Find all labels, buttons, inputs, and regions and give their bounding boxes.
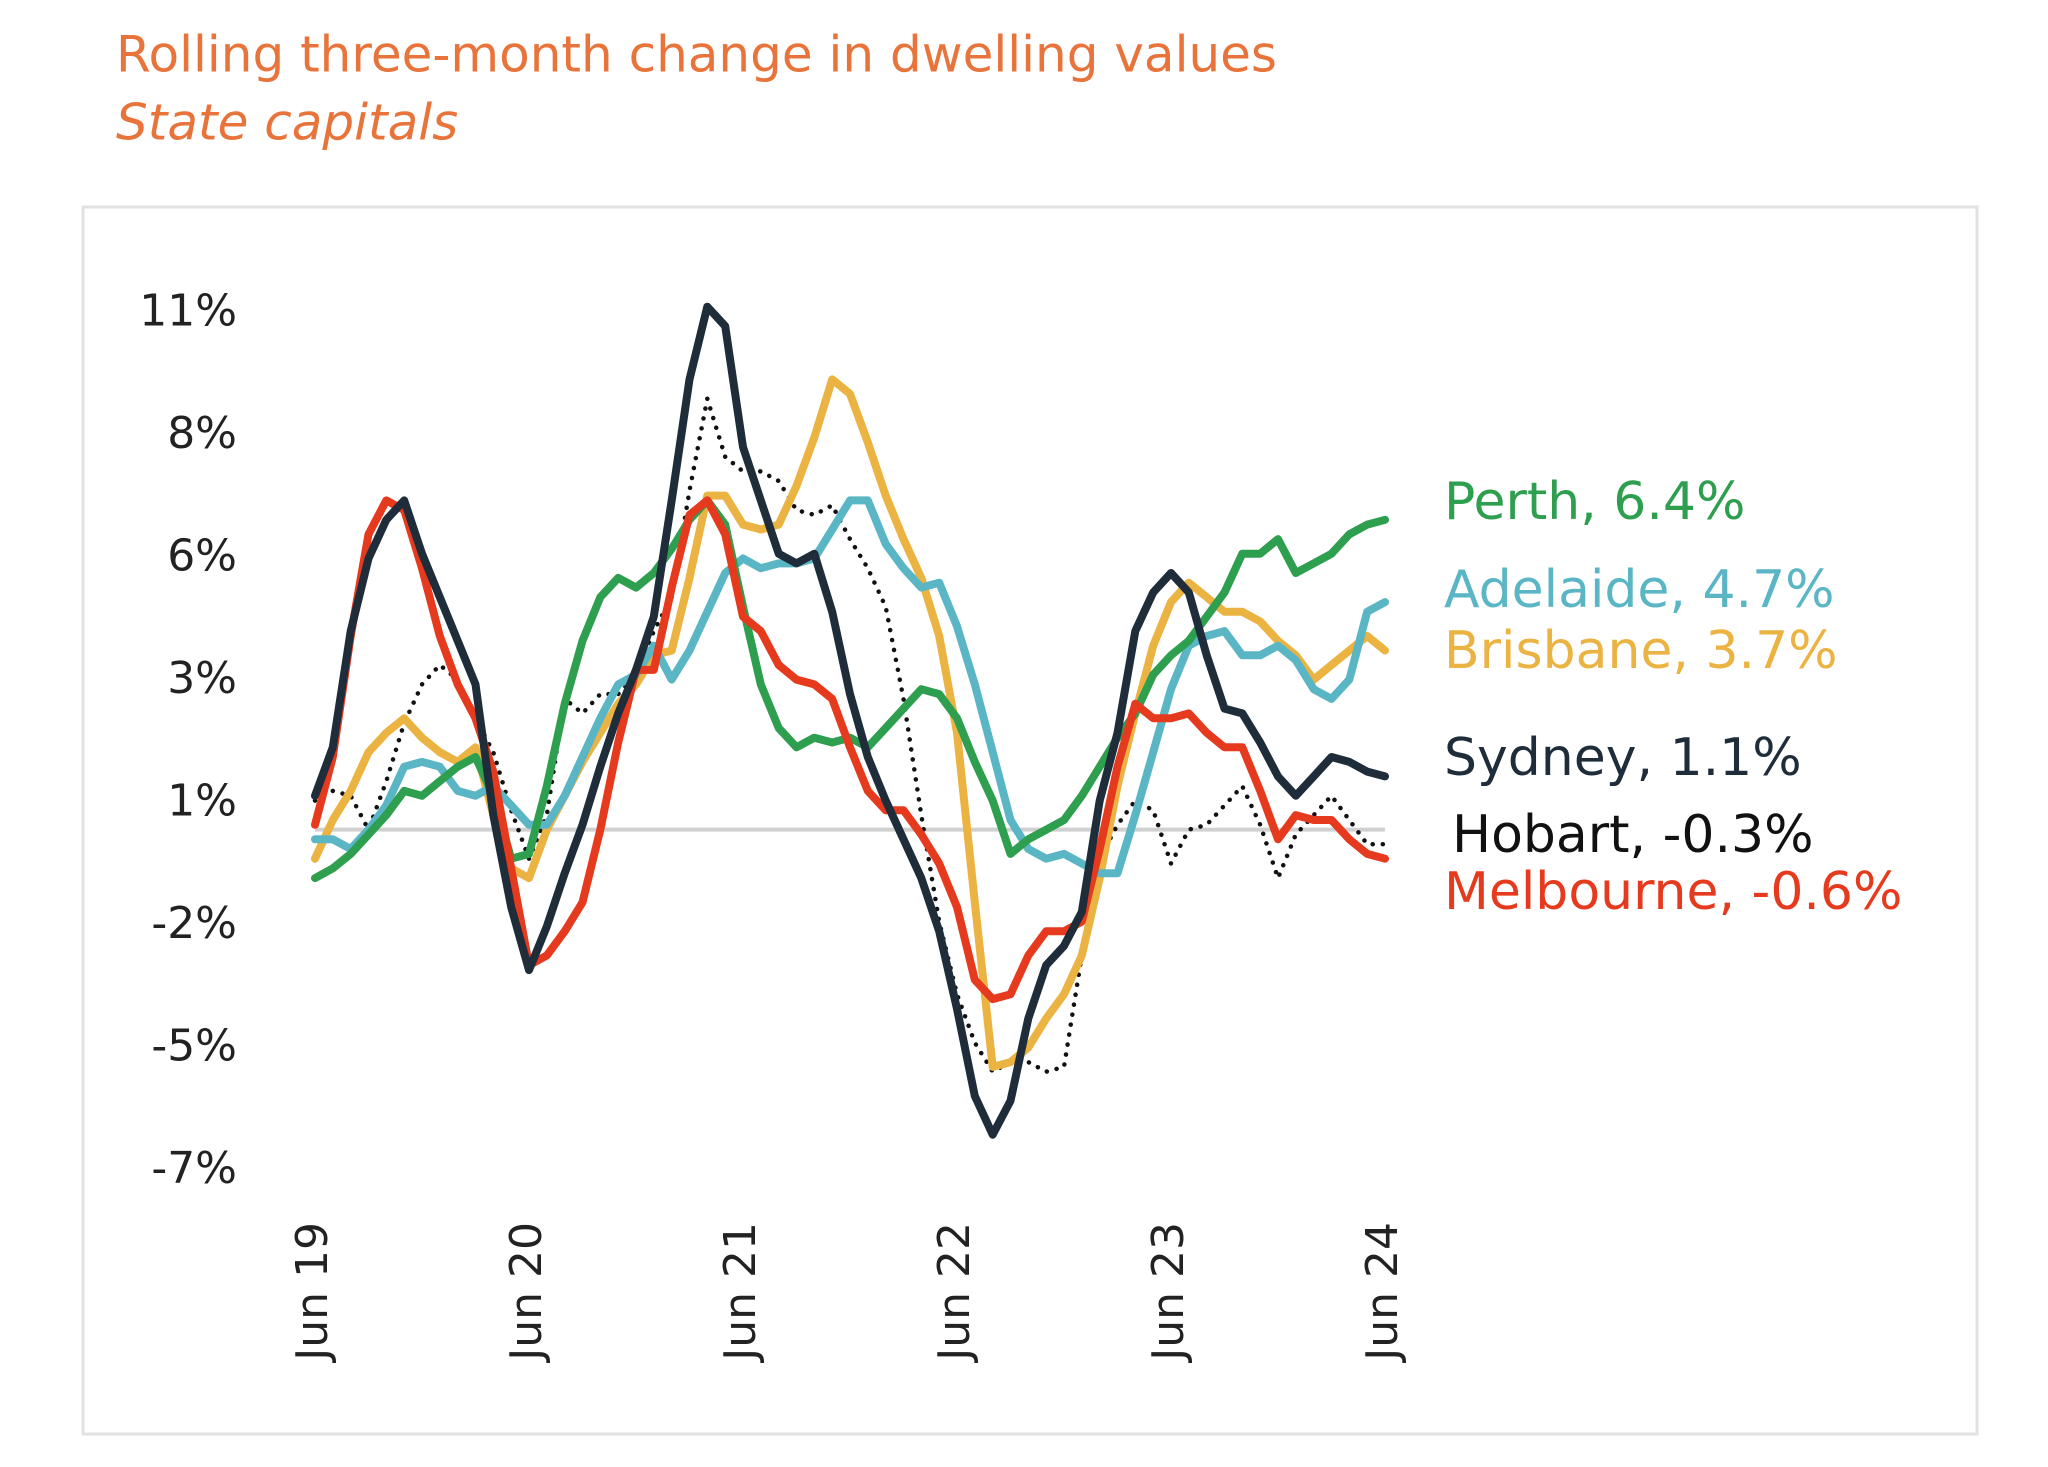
x-tick-label: Jun 19 [287,1222,338,1364]
x-tick-label: Jun 22 [929,1222,980,1364]
frame [81,205,1979,1436]
chart-subtitle: State capitals [116,94,458,152]
series-label: Hobart, -0.3% [1452,805,1814,865]
x-tick-label: Jun 21 [715,1222,766,1364]
y-tick-label: 8% [167,408,237,459]
y-tick-label: 1% [167,776,237,827]
series-label: Brisbane, 3.7% [1444,621,1838,681]
x-tick-label: Jun 23 [1143,1222,1194,1364]
series-label: Melbourne, -0.6% [1444,862,1902,922]
y-tick-label: -2% [151,898,237,949]
series-line [312,396,1388,1074]
y-tick-label: -5% [151,1021,237,1072]
series-label: Perth, 6.4% [1444,472,1745,532]
y-tick-label: -7% [151,1143,237,1194]
series-label: Adelaide, 4.7% [1444,560,1835,620]
x-tick-label: Jun 24 [1357,1222,1408,1364]
chart-title: Rolling three-month change in dwelling v… [116,26,1277,84]
x-tick-label: Jun 20 [501,1222,552,1364]
series-line [311,302,1389,1139]
y-tick-label: 11% [139,286,237,337]
y-tick-label: 6% [167,531,237,582]
series-label: Sydney, 1.1% [1444,728,1802,788]
y-tick-label: 3% [167,653,237,704]
series-line [311,496,1389,1004]
